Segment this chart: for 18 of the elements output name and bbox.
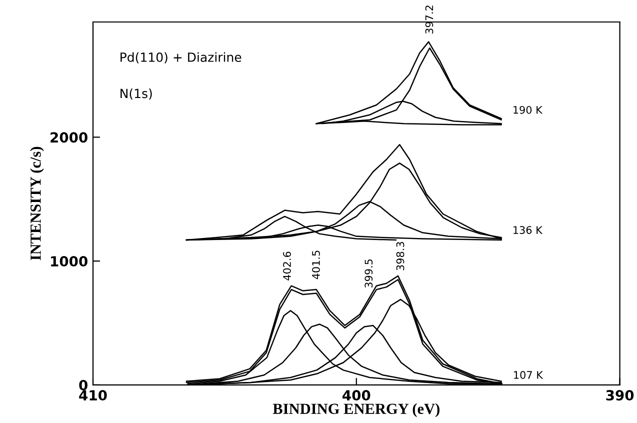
- annotation: 190 K: [514, 106, 543, 114]
- x-tick-label: 410: [79, 390, 107, 401]
- annotation: 107 K: [514, 371, 544, 379]
- annotation: 402.6: [283, 252, 291, 280]
- y-tick-label: 2000: [50, 132, 88, 143]
- y-tick-label: 1000: [51, 256, 88, 267]
- y-axis-title: INTENSITY (c/s): [30, 146, 44, 260]
- annotation: 397.2: [425, 6, 434, 34]
- annotation: 136 K: [514, 226, 543, 234]
- y-tick-label: 0: [79, 380, 88, 390]
- annotation: 401.5: [312, 250, 320, 280]
- annotation: N(1s): [120, 88, 152, 100]
- annotation: Pd(110) + Diazirine: [120, 52, 242, 64]
- x-tick-label: 390: [606, 390, 634, 401]
- annotation: 399.5: [364, 259, 373, 288]
- x-tick-label: 400: [342, 390, 370, 401]
- annotation: 398.3: [396, 242, 404, 270]
- x-axis-title: BINDING ENERGY (eV): [272, 403, 440, 418]
